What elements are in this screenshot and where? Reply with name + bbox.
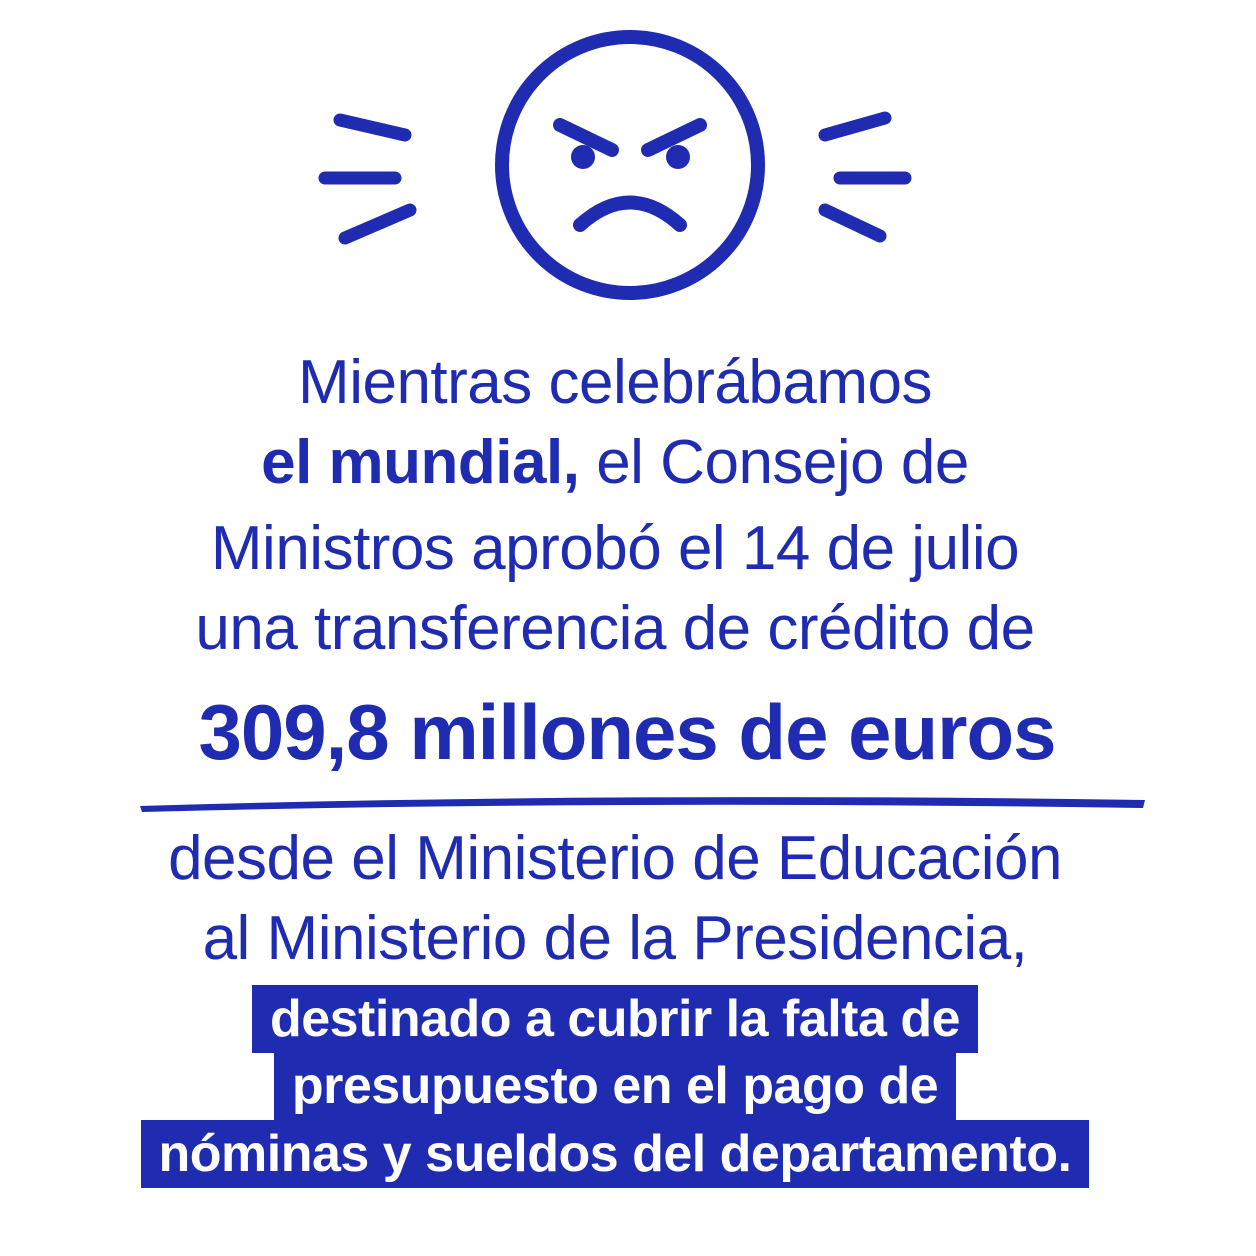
shake-line [333, 113, 412, 142]
highlight-text: destinado a cubrir la falta de [251, 985, 979, 1053]
highlight-text: nóminas y sueldos del departamento. [140, 1120, 1090, 1188]
text: Ministros aprobó el 14 de julio [210, 514, 1020, 583]
eyebrow [641, 118, 707, 157]
text: al Ministerio de la Presidencia, [202, 904, 1028, 973]
eyebrow [553, 118, 619, 157]
emphasis: el mundial, [261, 428, 580, 497]
text: una transferencia de crédito de [195, 594, 1035, 663]
amount-text: 309,8 millones de euros [198, 688, 1056, 776]
transfer-line: al Ministerio de la Presidencia, [0, 908, 1230, 970]
brush-underline [140, 797, 1145, 812]
amount: 309,8 millones de euros [12, 693, 1242, 771]
shake-line [818, 111, 892, 142]
shake-line [818, 203, 887, 243]
intro-line: el mundial, el Consejo de [0, 432, 1230, 494]
face-outline [495, 30, 765, 300]
eye [571, 145, 595, 169]
highlight-text: presupuesto en el pago de [273, 1052, 957, 1120]
highlight-line: nóminas y sueldos del departamento. [0, 1120, 1230, 1188]
eyes [571, 145, 690, 169]
text: el Consejo de [596, 428, 969, 497]
shake-line [338, 203, 417, 245]
transfer-line: desde el Ministerio de Educación [0, 828, 1230, 890]
highlight-line: destinado a cubrir la falta de [0, 985, 1230, 1053]
text: desde el Ministerio de Educación [168, 824, 1062, 893]
mouth [573, 195, 687, 232]
intro-line: una transferencia de crédito de [0, 598, 1230, 660]
intro-line: Mientras celebrábamos [0, 352, 1230, 414]
eye [666, 145, 690, 169]
angry-face [318, 30, 912, 300]
highlight-line: presupuesto en el pago de [0, 1052, 1230, 1120]
intro-line: Ministros aprobó el 14 de julio [0, 518, 1230, 580]
text: Mientras celebrábamos [298, 348, 932, 417]
